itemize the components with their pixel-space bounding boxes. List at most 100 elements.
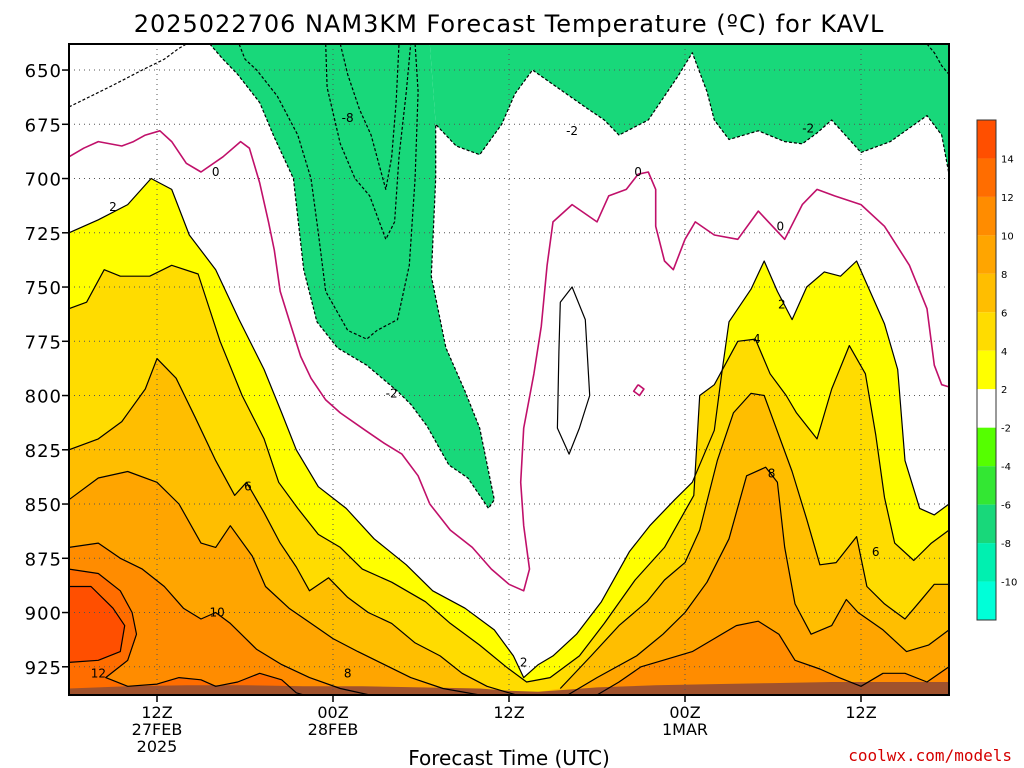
colorbar-segment: [977, 312, 996, 351]
contour-labels: -8 -2 -2 0 0 0 2 2 -2 4 6 8 6 10 12 8 2: [91, 111, 880, 681]
contour-label: 2: [778, 297, 786, 311]
y-tick-label: 825: [25, 441, 62, 462]
colorbar-segment: [977, 196, 996, 236]
y-tick-label: 675: [25, 115, 62, 136]
terrain-layer: [69, 682, 949, 695]
contour-line: [69, 568, 304, 695]
colorbar-segment: [977, 120, 996, 159]
y-tick-label: 925: [25, 658, 62, 679]
contour-label: 0: [634, 165, 642, 179]
contour-line: [69, 585, 126, 663]
contour-line: [69, 470, 480, 695]
contour-line: [69, 542, 370, 695]
contour-label: 8: [344, 666, 352, 680]
contour-line: [567, 466, 949, 695]
contour-label: -8: [342, 111, 354, 125]
colorbar-label: 6: [1001, 308, 1007, 319]
colorbar-segment: [977, 427, 996, 467]
contour-label: 0: [212, 165, 220, 179]
x-tick-label: 28FEB: [308, 720, 359, 739]
x-axis-label: Forecast Time (UTC): [408, 746, 610, 768]
contour-line: [632, 384, 645, 397]
y-tick-label: 875: [25, 549, 62, 570]
contour-line: [69, 358, 517, 695]
contour-line: [926, 44, 949, 75]
contour-label: 10: [209, 606, 224, 620]
colorbar-label: -8: [1001, 539, 1011, 550]
x-tick-label: 12Z: [493, 703, 524, 722]
y-tick-label: 900: [25, 604, 62, 625]
contour-line: [69, 130, 949, 592]
contour-line: [339, 44, 400, 190]
contour-line: [69, 44, 187, 108]
colorbar-segment: [977, 235, 996, 274]
temperature-zone: [429, 44, 949, 175]
temperature-zone: [557, 287, 590, 455]
contour-line: [596, 620, 949, 695]
colorbar-segment: [977, 543, 996, 582]
colorbar-segment: [977, 350, 996, 390]
colorbar-label: 4: [1001, 347, 1007, 358]
colorbar-legend: 14 12 10 8 6 4 2 -2 -4 -6 -8 -10: [976, 119, 1017, 621]
chart-title: 2025022706 NAM3KM Forecast Temperature (…: [134, 10, 885, 38]
y-tick-label: 700: [25, 170, 62, 191]
colorbar-label: 2: [1001, 385, 1007, 396]
contour-line: [69, 177, 949, 679]
colorbar-segment: [977, 504, 996, 544]
colorbar-label: -10: [1001, 578, 1017, 589]
contour-label: 0: [777, 219, 785, 233]
gridlines: [69, 44, 949, 695]
contour-label: 6: [872, 545, 880, 559]
y-tick-label: 800: [25, 387, 62, 408]
contour-line: [559, 392, 949, 689]
colorbar-label: -6: [1001, 501, 1011, 512]
temperature-zone: [69, 586, 125, 663]
contour-label: -2: [566, 124, 578, 138]
y-tick-label: 850: [25, 495, 62, 516]
plot-area: -8 -2 -2 0 0 0 2 2 -2 4 6 8 6 10 12 8 2: [69, 44, 949, 695]
credit-text: coolwx.com/models: [848, 746, 1012, 765]
contour-line: [238, 44, 419, 340]
temperature-zone: [69, 543, 949, 695]
colorbar-label: -4: [1001, 462, 1011, 473]
x-tick-label: 1MAR: [662, 720, 708, 739]
x-tick-label: 12Z: [141, 703, 172, 722]
contour-label: 8: [768, 467, 776, 481]
contour-line: [209, 44, 949, 509]
contour-label: -2: [386, 386, 398, 400]
contour-label: 4: [753, 332, 761, 346]
temperature-zone: [209, 44, 495, 509]
temperature-fill-zones: [69, 44, 949, 695]
x-tick-label: 27FEB: [132, 720, 183, 739]
isotherm-contours: [69, 44, 949, 695]
colorbar-segment: [977, 581, 996, 620]
colorbar-segment: [977, 158, 996, 197]
y-tick-label: 750: [25, 278, 62, 299]
colorbar-label: 14: [1001, 154, 1014, 165]
colorbar-label: 12: [1001, 193, 1014, 204]
y-axis: 650 675 700 725 750 775 800 825 850 875 900 925: [25, 61, 69, 679]
contour-line: [556, 286, 591, 455]
x-tick-label: 2025: [137, 737, 178, 756]
x-tick-label: 00Z: [317, 703, 348, 722]
y-tick-label: 775: [25, 332, 62, 353]
x-tick-label: 12Z: [845, 703, 876, 722]
colorbar-segment: [977, 466, 996, 505]
contour-label: 2: [520, 655, 528, 669]
contour-label: 2: [109, 200, 117, 214]
terrain-ground: [69, 682, 949, 695]
colorbar-label: 8: [1001, 270, 1007, 281]
x-tick-label: 00Z: [669, 703, 700, 722]
colorbar-segment: [977, 389, 996, 428]
colorbar-segment: [977, 273, 996, 313]
colorbar-frame: [976, 119, 997, 621]
y-tick-label: 650: [25, 61, 62, 82]
contour-line: [69, 264, 949, 683]
colorbar-label: -2: [1001, 424, 1011, 435]
contour-line: [325, 44, 412, 240]
colorbar-label: 10: [1001, 231, 1014, 242]
contour-label: 12: [91, 666, 106, 680]
y-tick-label: 725: [25, 224, 62, 245]
